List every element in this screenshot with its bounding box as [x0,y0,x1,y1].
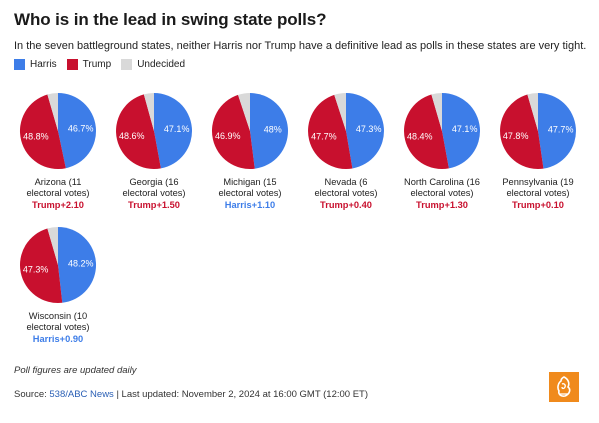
state-name: North Carolina (16 electoral votes) [394,177,490,199]
state-name: Pennsylvania (19 electoral votes) [490,177,586,199]
state-pie-card: 47.7% 47.8% Pennsylvania (19 electoral vote… [490,91,586,210]
state-lead-margin: Harris+0.90 [32,334,84,344]
state-name-line2: electoral votes) [410,188,474,198]
source-link[interactable]: 538/ABC News [49,389,114,400]
state-pie: 46.7% 48.8% [19,93,97,170]
pie-slice-trump [211,94,255,170]
pie-slice-harris [250,93,288,169]
state-lead-margin: Trump+2.10 [32,200,84,210]
state-name-line1: Michigan (15 [223,177,277,187]
state-pie-card: 48.2% 47.3% Wisconsin (10 electoral votes) H… [10,225,106,344]
pie-slice-harris [58,226,97,303]
state-name-line1: Pennsylvania (19 [502,177,574,187]
state-name: Georgia (16 electoral votes) [106,177,202,199]
pie-label-trump: 47.3% [23,265,49,275]
state-lead-margin: Trump+0.40 [320,200,372,210]
pie-label-harris: 47.1% [452,124,478,134]
legend: Harris Trump Undecided [14,59,195,70]
pie-slice-undecided [238,93,250,131]
al-jazeera-logo-icon [549,372,579,402]
state-name: Nevada (6 electoral votes) [298,177,394,199]
pie-slice-trump [308,94,353,169]
legend-swatch-undecided [121,59,133,70]
legend-item-trump: Trump [66,59,112,70]
legend-item-harris: Harris [14,59,57,70]
state-lead-margin: Trump+0.10 [512,200,564,210]
state-lead-margin: Trump+1.30 [416,200,468,210]
pie-slice-undecided [143,93,154,131]
pie-label-trump: 48.8% [23,132,49,142]
state-pie-card: 47.1% 48.6% Georgia (16 electoral votes) Tru… [106,91,202,210]
state-name-line2: electoral votes) [26,188,90,198]
pie-slice-trump [19,228,63,304]
pie-label-harris: 47.3% [356,124,382,134]
state-pie: 47.3% 47.7% [308,93,384,169]
pie-slice-harris [58,93,97,169]
legend-swatch-harris [14,59,25,70]
pie-slice-harris [346,93,384,169]
pie-slice-trump [19,94,66,170]
pie-label-trump: 48.6% [119,131,145,141]
pie-slice-harris [538,93,576,169]
state-name: Arizona (11 electoral votes) [10,177,106,199]
legend-label-harris: Harris [30,59,57,70]
state-name-line2: electoral votes) [26,322,90,332]
state-name-line1: Wisconsin (10 [28,311,88,321]
state-pie-card: 47.1% 48.4% North Carolina (16 electoral vo… [394,91,490,210]
source-suffix: | Last updated: November 2, 2024 at 16:0… [113,389,368,400]
pie-label-trump: 46.9% [215,131,241,141]
legend-label-undecided: Undecided [137,59,186,70]
state-name-line2: electoral votes) [314,188,378,198]
pie-slice-harris [442,93,480,169]
pie-slice-trump [500,94,544,169]
state-name-line1: Nevada (6 [324,177,368,187]
legend-label-trump: Trump [82,59,112,70]
pie-slice-undecided [431,93,442,131]
pie-label-trump: 47.8% [503,131,529,141]
state-name-line1: North Carolina (16 [404,177,480,187]
pie-slice-undecided [47,93,58,131]
state-pie: 48.2% 47.3% [19,226,97,304]
pie-label-trump: 47.7% [311,132,337,142]
chart-title: Who is in the lead in swing state polls? [14,10,327,29]
pie-slice-trump [116,94,161,169]
pie-label-harris: 47.7% [548,124,574,134]
state-lead-margin: Harris+1.10 [224,200,276,210]
state-pie-card: 47.3% 47.7% Nevada (6 electoral votes) Trump… [298,91,394,210]
state-pie-card: 46.7% 48.8% Arizona (11 electoral votes) Tru… [10,91,106,210]
pie-slice-undecided [527,93,538,131]
pie-slice-harris [154,93,192,169]
state-name-line1: Georgia (16 [129,177,179,187]
pie-label-harris: 47.1% [164,124,190,134]
source-line: Source: 538/ABC News | Last updated: Nov… [14,389,368,400]
pie-label-harris: 48.2% [68,259,94,269]
state-name-line2: electoral votes) [218,188,282,198]
state-name-line1: Arizona (11 [34,177,82,187]
pie-label-harris: 48% [264,125,282,135]
state-pie: 47.7% 47.8% [500,93,576,169]
state-pie: 47.1% 48.4% [404,93,480,169]
pie-slice-undecided [47,227,58,265]
state-pie-card: 48% 46.9% Michigan (15 electoral votes) Harr… [202,91,298,210]
pie-label-trump: 48.4% [407,131,433,141]
state-name: Michigan (15 electoral votes) [202,177,298,199]
state-pie: 48% 46.9% [211,93,288,170]
chart-subtitle: In the seven battleground states, neithe… [14,40,587,52]
legend-swatch-trump [66,59,78,70]
source-prefix: Source: [14,389,50,400]
state-name-line2: electoral votes) [122,188,186,198]
state-name: Wisconsin (10 electoral votes) [10,311,106,333]
pie-slice-undecided [334,93,346,131]
pie-slice-trump [404,94,449,169]
state-lead-margin: Trump+1.50 [128,200,180,210]
footnote: Poll figures are updated daily [14,365,137,376]
legend-item-undecided: Undecided [121,59,185,70]
pie-label-harris: 46.7% [68,124,94,134]
state-pie: 47.1% 48.6% [116,93,192,169]
state-name-line2: electoral votes) [506,188,570,198]
